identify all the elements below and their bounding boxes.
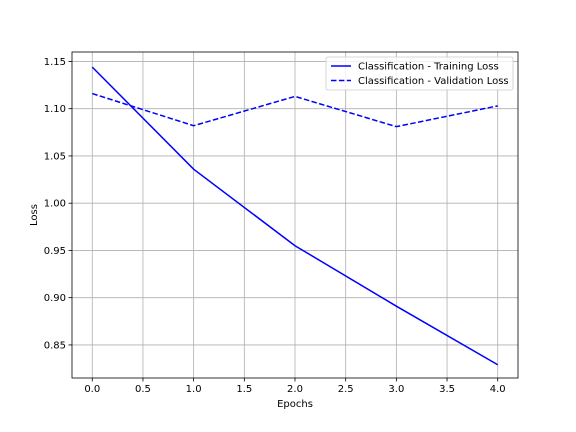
- x-tick-label: 2.0: [287, 384, 303, 395]
- x-tick-label: 0.5: [135, 384, 151, 395]
- y-tick-label: 1.10: [44, 104, 66, 115]
- x-tick-label: 3.5: [439, 384, 455, 395]
- y-tick-label: 0.90: [44, 293, 66, 304]
- x-tick-label: 3.0: [388, 384, 404, 395]
- y-tick-label: 0.95: [44, 246, 66, 257]
- x-axis-ticks: 0.0 0.5 1.0 1.5 2.0 2.5 3.0 3.5 4.0: [84, 378, 506, 395]
- legend-label: Classification - Validation Loss: [358, 76, 509, 87]
- x-tick-label: 1.0: [186, 384, 202, 395]
- y-axis-ticks: 0.85 0.90 0.95 1.00 1.05 1.10 1.15: [44, 57, 72, 351]
- y-tick-label: 1.15: [44, 57, 66, 68]
- y-axis-label: Loss: [29, 204, 40, 226]
- x-tick-label: 4.0: [490, 384, 506, 395]
- series-lines: [91, 66, 499, 366]
- legend-box: [325, 56, 514, 91]
- legend: Classification - Training Loss Classifica…: [325, 56, 514, 91]
- y-tick-label: 1.00: [44, 199, 66, 210]
- x-tick-label: 1.5: [236, 384, 252, 395]
- y-tick-label: 1.05: [44, 151, 66, 162]
- x-tick-label: 0.0: [84, 384, 100, 395]
- y-tick-label: 0.85: [44, 340, 66, 351]
- series-line-validation-loss: [92, 92, 498, 128]
- x-tick-label: 2.5: [338, 384, 354, 395]
- x-axis-label: Epochs: [277, 399, 313, 410]
- legend-label: Classification - Training Loss: [358, 62, 499, 73]
